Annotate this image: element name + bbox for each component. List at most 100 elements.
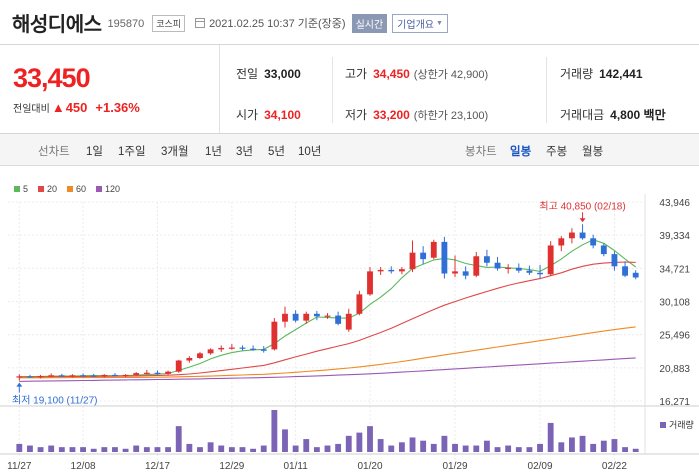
divider: [546, 57, 547, 123]
volume-bar: [611, 439, 618, 452]
tab-3y[interactable]: 3년: [236, 146, 253, 158]
high-label: 고가: [345, 67, 368, 81]
low-value: 33,200: [373, 108, 410, 122]
volume-bar: [122, 448, 129, 452]
divider: [332, 57, 333, 123]
volume-legend-label: 거래량: [669, 420, 694, 430]
up-triangle-icon: ▲: [51, 100, 65, 115]
prev-close: 전일 33,000: [236, 65, 301, 82]
low-label: 저가: [345, 108, 368, 122]
candle-body: [90, 375, 97, 377]
volume-bar: [335, 443, 342, 452]
tab-10y[interactable]: 10년: [298, 146, 322, 158]
legend-swatch: [14, 186, 20, 192]
quote-panel: 33,450 전일대비 ▲ 450 +1.36% 전일 33,000 시가 34…: [0, 44, 699, 134]
candle-body: [69, 375, 76, 377]
tab-daily[interactable]: 일봉: [510, 146, 532, 158]
candle-body: [388, 269, 395, 272]
volume-bar: [462, 445, 469, 452]
candle-body: [345, 313, 352, 330]
candle-body: [462, 271, 469, 276]
candle-body: [175, 360, 182, 372]
candle-body: [133, 373, 140, 375]
candle-body: [218, 347, 225, 350]
candlestick-chart[interactable]: 43,946 39,334 34,721 30,108 25,496 20,883 16,2…: [0, 194, 699, 475]
volume-bar: [526, 447, 533, 452]
upper-limit: (상한가 42,900): [413, 69, 489, 81]
chart-tabs: 선차트 1일 1주일 3개월 1년 3년 5년 10년 봉차트 일봉 주봉 월봉: [0, 134, 699, 166]
y-tick-label: 30,108: [659, 298, 690, 309]
volume-bar: [420, 440, 427, 452]
tab-3m[interactable]: 3개월: [161, 146, 189, 158]
volume-bar: [112, 447, 118, 452]
volume-bar: [441, 435, 448, 452]
legend-swatch: [38, 186, 45, 192]
candle-body: [430, 241, 437, 258]
tab-1y[interactable]: 1년: [205, 146, 222, 158]
volume-value: 142,441: [599, 67, 643, 81]
candle-body: [600, 245, 607, 255]
candle-body: [611, 254, 618, 267]
candle-body: [239, 347, 246, 349]
volume-bar: [58, 447, 65, 452]
tab-5y[interactable]: 5년: [268, 146, 285, 158]
candle-body: [569, 232, 575, 239]
candle-body: [441, 241, 448, 274]
volume-bar: [48, 445, 55, 452]
ma-line-5: [19, 239, 637, 378]
legend-ma20[interactable]: 20: [38, 184, 57, 194]
candle-body: [80, 375, 86, 377]
volume-bar: [207, 442, 214, 452]
company-overview-dropdown[interactable]: 기업개요 ▼: [392, 13, 448, 33]
up-arrow-icon: [16, 382, 23, 387]
volume-bar: [260, 445, 267, 452]
change-value: 450: [65, 100, 88, 115]
volume-bar: [175, 426, 182, 452]
y-tick-label: 16,271: [659, 397, 690, 408]
volume-bar: [37, 447, 44, 452]
candle-body: [186, 358, 193, 361]
tab-1w[interactable]: 1주일: [118, 146, 146, 158]
legend-ma120[interactable]: 120: [96, 184, 120, 194]
candle-body: [197, 353, 203, 359]
volume-bar: [228, 447, 235, 452]
volume-bar: [143, 447, 150, 452]
volume-bar: [292, 445, 299, 452]
volume-bar: [313, 447, 320, 452]
candle-body: [420, 252, 427, 260]
candle-body: [409, 252, 416, 270]
candle-body: [515, 267, 522, 271]
candle-body: [324, 315, 331, 317]
current-price: 33,450: [13, 63, 91, 93]
volume-bar: [16, 443, 23, 452]
legend-ma60[interactable]: 60: [67, 184, 86, 194]
candle-body: [356, 294, 363, 314]
tab-weekly[interactable]: 주봉: [546, 146, 568, 158]
realtime-button[interactable]: 실시간: [351, 13, 388, 33]
volume-bar: [218, 445, 225, 452]
tab-1d[interactable]: 1일: [86, 146, 103, 158]
volume-bar: [569, 437, 575, 452]
volume-bar: [579, 435, 586, 452]
x-tick-label: 01/20: [357, 461, 382, 472]
candle-body: [494, 262, 501, 269]
volume-bar: [282, 429, 288, 452]
volume-bar: [165, 447, 172, 452]
candle-body: [112, 374, 118, 377]
tab-monthly[interactable]: 월봉: [582, 146, 604, 158]
candle-body: [590, 238, 597, 246]
x-tick-label: 01/11: [283, 461, 308, 472]
stock-name: 해성디에스: [12, 13, 102, 36]
candle-body: [271, 321, 278, 350]
candle-body: [483, 256, 490, 263]
open-label: 시가: [236, 108, 259, 122]
low-annotation: 최저 19,100 (11/27): [12, 395, 98, 407]
volume-bar: [303, 439, 310, 452]
legend-ma5[interactable]: 5: [14, 184, 28, 194]
volume-bar: [324, 445, 331, 452]
volume-bar: [505, 445, 512, 452]
legend-label: 20: [47, 184, 58, 194]
y-tick-label: 34,721: [659, 264, 690, 275]
volume: 거래량 142,441: [560, 65, 643, 82]
candle-body: [398, 269, 405, 272]
